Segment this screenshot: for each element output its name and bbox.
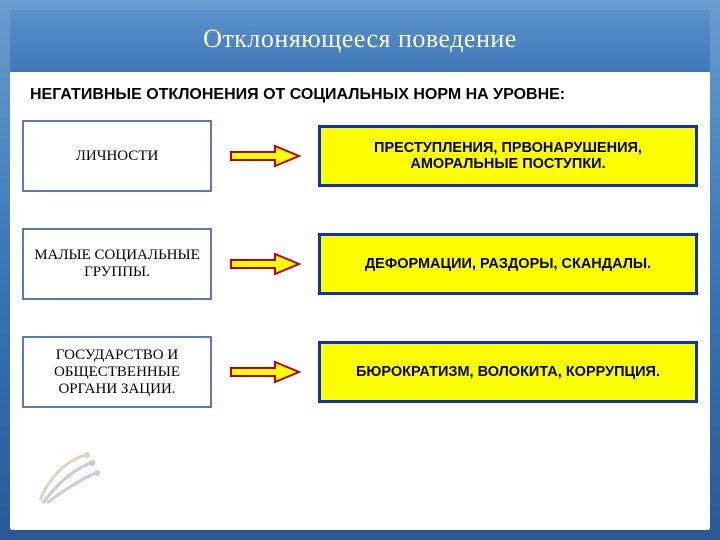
slide-inner: Отклоняющееся поведение НЕГАТИВНЫЕ ОТКЛО… <box>10 10 710 530</box>
outcome-label: БЮРОКРАТИЗМ, ВОЛОКИТА, КОРРУПЦИЯ. <box>356 364 660 380</box>
outcome-box-1: ДЕФОРМАЦИИ, РАЗДОРЫ, СКАНДАЛЫ. <box>318 233 698 295</box>
level-label: ГОСУДАРСТВО И ОБЩЕСТВЕННЫЕ ОРГАНИ ЗАЦИИ. <box>32 347 202 398</box>
slide: Отклоняющееся поведение НЕГАТИВНЫЕ ОТКЛО… <box>0 0 720 540</box>
level-box-state-orgs: ГОСУДАРСТВО И ОБЩЕСТВЕННЫЕ ОРГАНИ ЗАЦИИ. <box>22 336 212 408</box>
outcome-box-2: БЮРОКРАТИЗМ, ВОЛОКИТА, КОРРУПЦИЯ. <box>318 341 698 403</box>
arrow-right-icon <box>229 252 301 276</box>
arrow-right-icon <box>229 360 301 384</box>
arrow-0 <box>225 144 305 168</box>
row-2: ГОСУДАРСТВО И ОБЩЕСТВЕННЫЕ ОРГАНИ ЗАЦИИ.… <box>22 336 698 408</box>
rows-container: ЛИЧНОСТИ ПРЕСТУПЛЕНИЯ, ПРВОНАРУШЕНИЯ, АМ… <box>10 114 710 450</box>
slide-subtitle: НЕГАТИВНЫЕ ОТКЛОНЕНИЯ ОТ СОЦИАЛЬНЫХ НОРМ… <box>10 72 710 114</box>
slide-title: Отклоняющееся поведение <box>203 24 517 53</box>
level-label: МАЛЫЕ СОЦИАЛЬНЫЕ ГРУППЫ. <box>32 247 202 281</box>
level-label: ЛИЧНОСТИ <box>76 148 159 165</box>
arrow-1 <box>225 252 305 276</box>
outcome-label: ПРЕСТУПЛЕНИЯ, ПРВОНАРУШЕНИЯ, АМОРАЛЬНЫЕ … <box>331 140 685 172</box>
outcome-label: ДЕФОРМАЦИИ, РАЗДОРЫ, СКАНДАЛЫ. <box>365 256 651 272</box>
row-1: МАЛЫЕ СОЦИАЛЬНЫЕ ГРУППЫ. ДЕФОРМАЦИИ, РАЗ… <box>22 228 698 300</box>
level-box-small-groups: МАЛЫЕ СОЦИАЛЬНЫЕ ГРУППЫ. <box>22 228 212 300</box>
outcome-box-0: ПРЕСТУПЛЕНИЯ, ПРВОНАРУШЕНИЯ, АМОРАЛЬНЫЕ … <box>318 125 698 187</box>
arrow-2 <box>225 360 305 384</box>
title-band: Отклоняющееся поведение <box>10 10 710 72</box>
arrow-right-icon <box>229 144 301 168</box>
wires-decor-icon <box>35 445 125 505</box>
row-0: ЛИЧНОСТИ ПРЕСТУПЛЕНИЯ, ПРВОНАРУШЕНИЯ, АМ… <box>22 120 698 192</box>
level-box-personality: ЛИЧНОСТИ <box>22 120 212 192</box>
